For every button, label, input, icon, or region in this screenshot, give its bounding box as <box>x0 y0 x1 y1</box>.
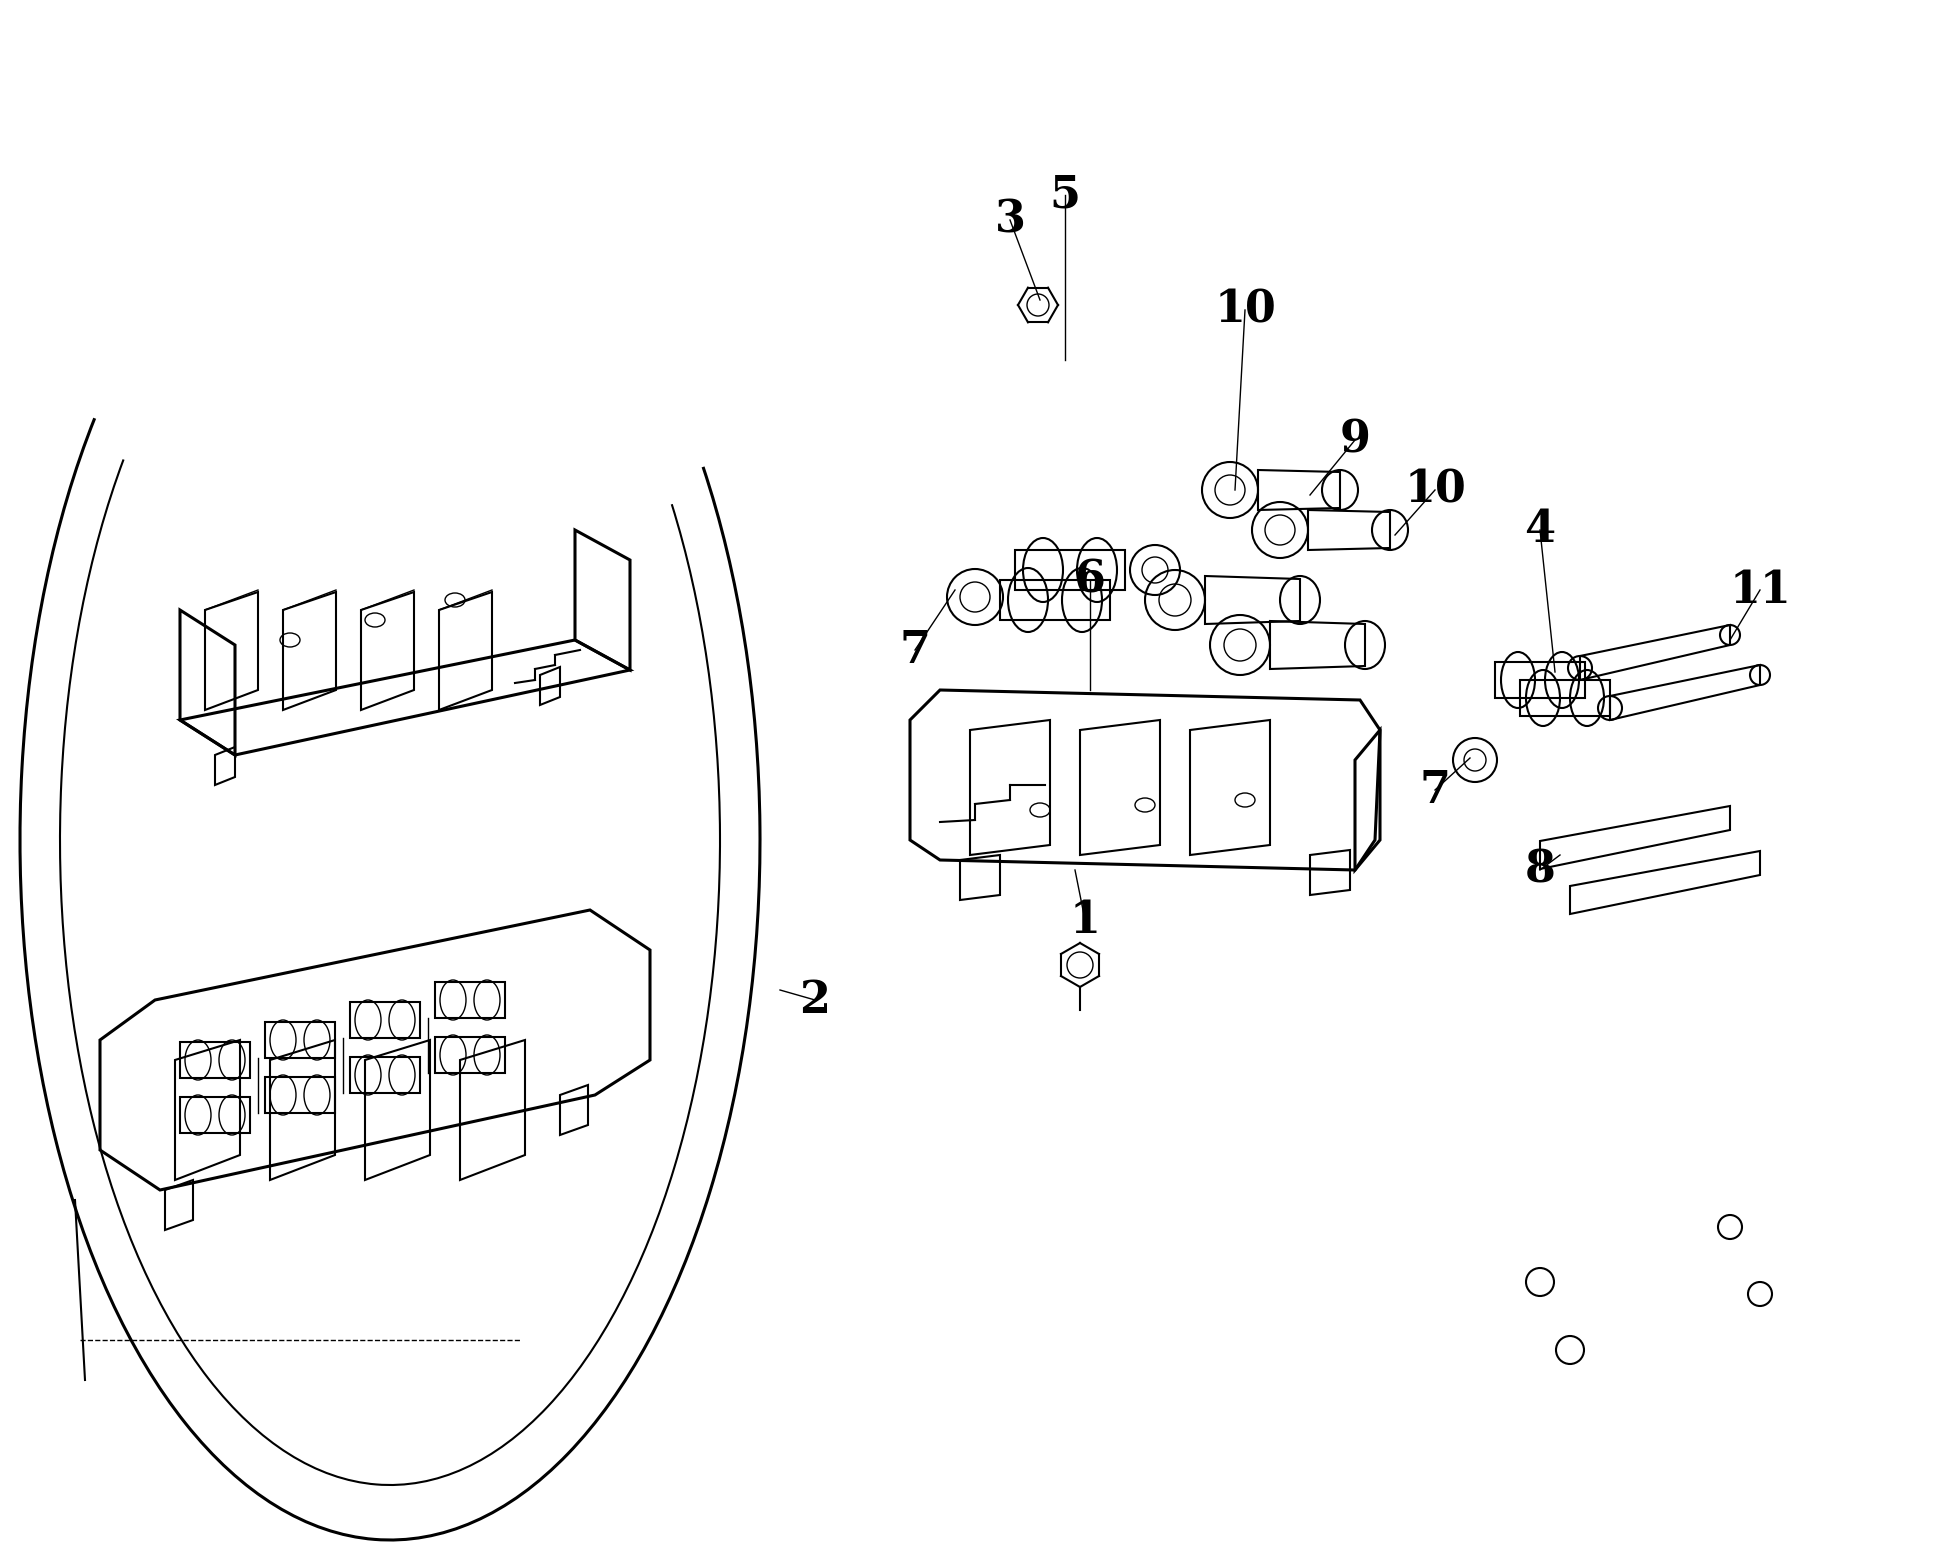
Text: 10: 10 <box>1403 468 1466 512</box>
Text: 2: 2 <box>800 978 830 1022</box>
Text: 1: 1 <box>1070 899 1101 941</box>
Text: 6: 6 <box>1074 558 1105 602</box>
Text: 9: 9 <box>1339 418 1370 462</box>
Text: 8: 8 <box>1525 849 1556 891</box>
Text: 10: 10 <box>1214 289 1277 331</box>
Text: 7: 7 <box>1419 768 1450 812</box>
Text: 4: 4 <box>1525 508 1556 552</box>
Text: 7: 7 <box>900 628 931 672</box>
Text: 5: 5 <box>1050 174 1081 216</box>
Text: 3: 3 <box>994 199 1025 241</box>
Text: 11: 11 <box>1729 569 1790 611</box>
